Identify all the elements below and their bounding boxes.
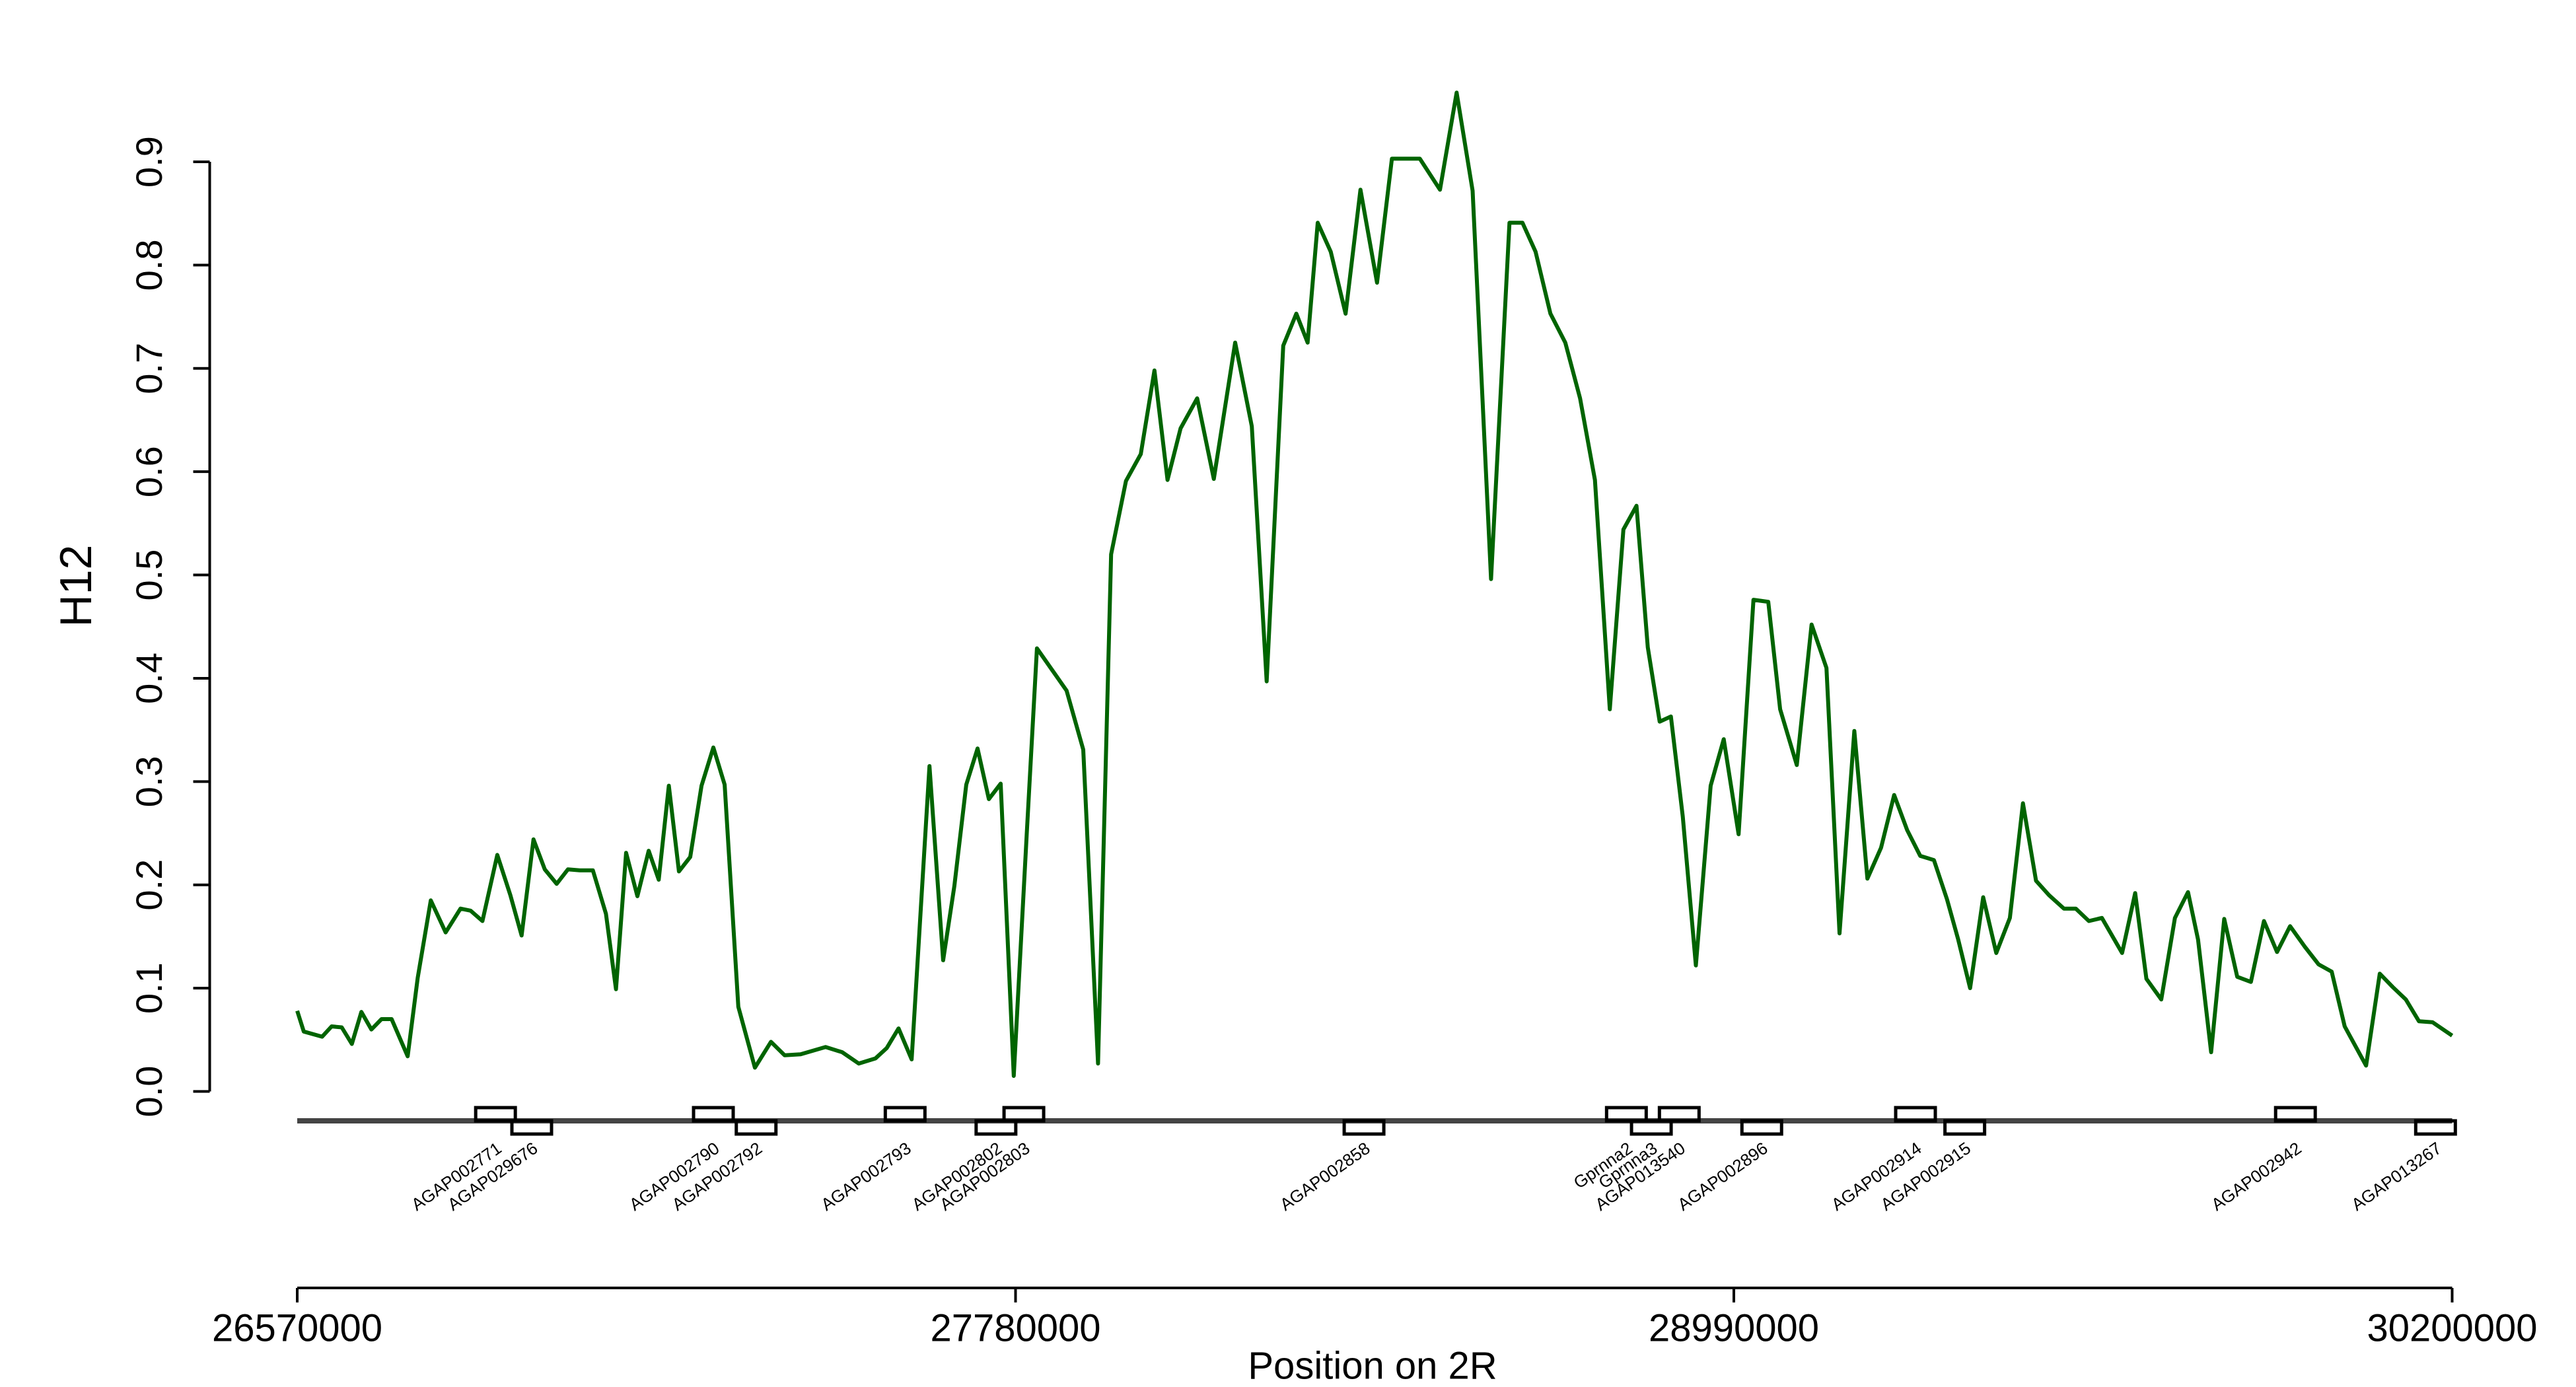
y-tick-label: 0.6 bbox=[128, 446, 170, 497]
gene-label: AGAP013267 bbox=[2347, 1138, 2445, 1215]
y-axis-label: H12 bbox=[51, 545, 101, 627]
x-tick-label: 27780000 bbox=[930, 1306, 1100, 1349]
y-tick-label: 0.4 bbox=[128, 653, 170, 704]
y-tick-label: 0.1 bbox=[128, 962, 170, 1014]
gene-box bbox=[2414, 1119, 2457, 1136]
gene-box bbox=[1342, 1119, 1386, 1136]
x-tick-label: 30200000 bbox=[2367, 1306, 2537, 1349]
h12-line bbox=[295, 90, 2454, 1078]
gene-box bbox=[2273, 1106, 2317, 1123]
gene-box bbox=[1604, 1106, 1648, 1123]
gene-label: AGAP002942 bbox=[2207, 1138, 2305, 1215]
gene-box bbox=[1657, 1106, 1701, 1123]
x-tick-label: 26570000 bbox=[212, 1306, 382, 1349]
y-tick-label: 0.0 bbox=[128, 1066, 170, 1118]
gene-box bbox=[510, 1119, 554, 1136]
gene-box bbox=[1943, 1119, 1987, 1136]
gene-box bbox=[1629, 1119, 1673, 1136]
y-tick-label: 0.9 bbox=[128, 136, 170, 188]
y-tick-label: 0.5 bbox=[128, 550, 170, 601]
gene-box bbox=[1740, 1119, 1783, 1136]
y-tick-label: 0.8 bbox=[128, 239, 170, 291]
x-tick-label: 28990000 bbox=[1649, 1306, 1819, 1349]
gene-box bbox=[734, 1119, 778, 1136]
y-tick-label: 0.7 bbox=[128, 343, 170, 394]
gene-box bbox=[1002, 1106, 1046, 1123]
gene-box bbox=[883, 1106, 927, 1123]
gene-box bbox=[1894, 1106, 1937, 1123]
x-axis-label: Position on 2R bbox=[1248, 1344, 1497, 1387]
gene-box bbox=[474, 1106, 517, 1123]
gene-label: AGAP002896 bbox=[1674, 1138, 1771, 1215]
gene-box bbox=[692, 1106, 735, 1123]
y-tick-label: 0.2 bbox=[128, 859, 170, 911]
gene-label: AGAP002858 bbox=[1276, 1138, 1373, 1215]
y-tick-label: 0.3 bbox=[128, 756, 170, 807]
gene-box bbox=[974, 1119, 1018, 1136]
gene-label: AGAP002793 bbox=[817, 1138, 914, 1215]
